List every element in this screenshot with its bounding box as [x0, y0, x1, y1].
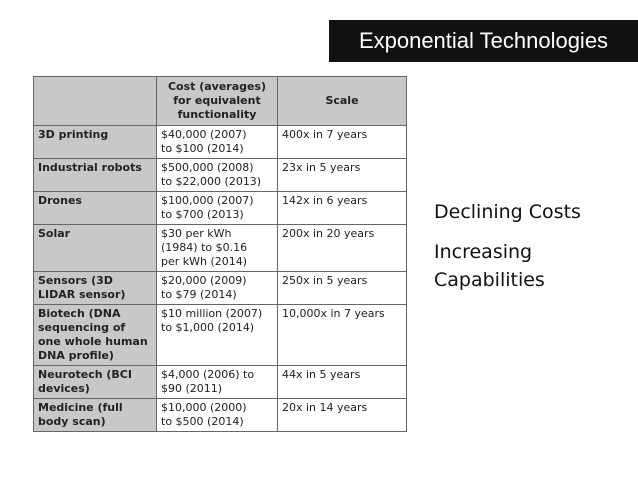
row-cost: $100,000 (2007) to $700 (2013): [156, 191, 278, 225]
header-scale: Scale: [277, 76, 407, 126]
row-technology: Drones: [33, 191, 157, 225]
row-scale: 10,000x in 7 years: [277, 304, 407, 366]
row-scale: 44x in 5 years: [277, 365, 407, 399]
exponential-tech-table: Cost (averages) for equivalent functiona…: [33, 76, 407, 432]
slide-title: Exponential Technologies: [329, 20, 638, 62]
row-scale: 23x in 5 years: [277, 158, 407, 192]
row-scale: 20x in 14 years: [277, 398, 407, 432]
row-technology: Industrial robots: [33, 158, 157, 192]
table-row: 3D printing $40,000 (2007) to $100 (2014…: [33, 125, 407, 159]
row-cost: $40,000 (2007) to $100 (2014): [156, 125, 278, 159]
row-cost: $500,000 (2008) to $22,000 (2013): [156, 158, 278, 192]
row-cost: $30 per kWh (1984) to $0.16 per kWh (201…: [156, 224, 278, 272]
row-scale: 250x in 5 years: [277, 271, 407, 305]
table-row: Biotech (DNA sequencing of one whole hum…: [33, 304, 407, 366]
row-scale: 400x in 7 years: [277, 125, 407, 159]
side-notes: Declining Costs Increasing Capabilities: [434, 198, 624, 306]
table-row: Medicine (full body scan) $10,000 (2000)…: [33, 398, 407, 432]
table-row: Sensors (3D LIDAR sensor) $20,000 (2009)…: [33, 271, 407, 305]
row-technology: Biotech (DNA sequencing of one whole hum…: [33, 304, 157, 366]
row-technology: Neurotech (BCI devices): [33, 365, 157, 399]
table-row: Drones $100,000 (2007) to $700 (2013) 14…: [33, 191, 407, 225]
table-header-row: Cost (averages) for equivalent functiona…: [33, 76, 407, 126]
table-row: Neurotech (BCI devices) $4,000 (2006) to…: [33, 365, 407, 399]
note-declining-costs: Declining Costs: [434, 201, 581, 223]
header-cost: Cost (averages) for equivalent functiona…: [156, 76, 278, 126]
table-row: Industrial robots $500,000 (2008) to $22…: [33, 158, 407, 192]
row-scale: 200x in 20 years: [277, 224, 407, 272]
row-cost: $10 million (2007) to $1,000 (2014): [156, 304, 278, 366]
row-cost: $10,000 (2000) to $500 (2014): [156, 398, 278, 432]
header-technology: [33, 76, 157, 126]
row-technology: 3D printing: [33, 125, 157, 159]
row-cost: $4,000 (2006) to $90 (2011): [156, 365, 278, 399]
row-scale: 142x in 6 years: [277, 191, 407, 225]
row-technology: Sensors (3D LIDAR sensor): [33, 271, 157, 305]
row-cost: $20,000 (2009) to $79 (2014): [156, 271, 278, 305]
note-increasing-capabilities: Increasing Capabilities: [434, 241, 545, 291]
row-technology: Medicine (full body scan): [33, 398, 157, 432]
row-technology: Solar: [33, 224, 157, 272]
table-row: Solar $30 per kWh (1984) to $0.16 per kW…: [33, 224, 407, 272]
